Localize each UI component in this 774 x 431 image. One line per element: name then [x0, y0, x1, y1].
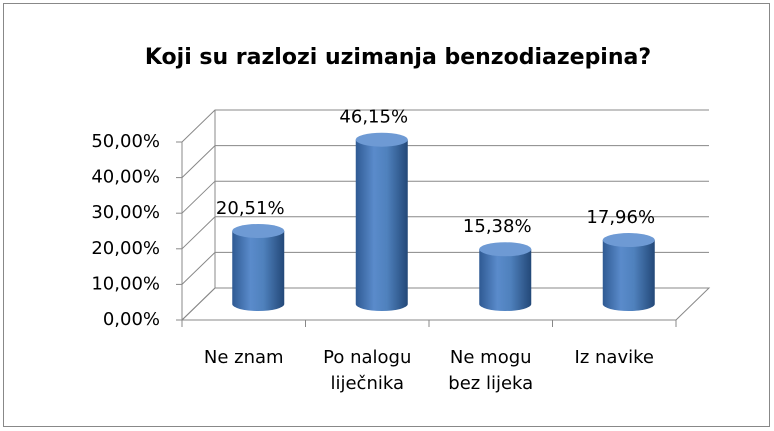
- grid-line: [181, 251, 709, 285]
- y-tick-label: 40,00%: [91, 167, 160, 188]
- value-label: 46,15%: [339, 107, 408, 128]
- bar: [355, 139, 408, 311]
- y-tick-label: 30,00%: [91, 202, 160, 223]
- x-tick-label: Po nalogu liječnika: [323, 347, 412, 394]
- y-tick-label: 0,00%: [103, 309, 160, 330]
- bar-top: [602, 233, 655, 248]
- chart-title: Koji su razlozi uzimanja benzodiazepina?: [145, 45, 651, 70]
- x-tick-label: Iz navike: [574, 347, 654, 368]
- bar-top: [479, 242, 532, 257]
- grid-line: [181, 180, 709, 214]
- bar: [479, 249, 532, 311]
- y-tick-label: 50,00%: [91, 131, 160, 152]
- value-label: 20,51%: [216, 198, 285, 219]
- grid-line: [181, 216, 709, 250]
- bar-top: [355, 132, 408, 147]
- x-tick-label: Ne znam: [203, 347, 284, 368]
- bar: [232, 230, 285, 311]
- bar-top: [232, 223, 285, 238]
- x-tick-label: Ne mogu bez lijeka: [448, 347, 534, 394]
- value-label: 17,96%: [586, 207, 655, 228]
- bar: [602, 240, 655, 311]
- grid-line: [181, 109, 709, 143]
- y-tick-label: 20,00%: [91, 238, 160, 259]
- value-label: 15,38%: [463, 216, 532, 237]
- grid-line: [181, 287, 709, 321]
- grid-line: [181, 145, 709, 178]
- y-tick-label: 10,00%: [91, 273, 160, 294]
